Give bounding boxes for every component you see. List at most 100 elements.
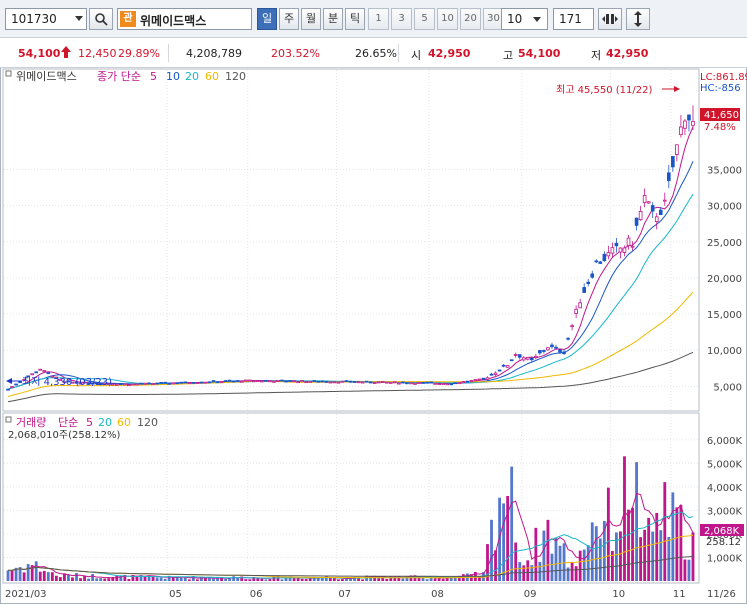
volume-bar [554, 537, 558, 581]
candle-body [687, 114, 691, 121]
volume-bar [449, 577, 453, 581]
bars-count-input[interactable]: 171 [553, 8, 594, 30]
volume-bar [655, 512, 659, 581]
candle-body [66, 380, 71, 383]
candle-body [610, 247, 615, 254]
last-volume-tag-text: 2,068K [704, 526, 740, 537]
volume-bar [308, 577, 312, 581]
candle-body [493, 372, 498, 376]
period-tab-4[interactable]: 틱 [345, 8, 365, 30]
candle-body [586, 281, 591, 284]
volume-bar [123, 574, 127, 581]
candle-body [582, 287, 587, 293]
hc-label: HC:-856 [700, 83, 741, 94]
compress-button[interactable] [598, 8, 622, 30]
volume-bar [147, 575, 151, 581]
volume-bar [195, 579, 199, 581]
volume-bar [320, 577, 324, 581]
volume-bar [316, 577, 320, 581]
candle-body [489, 373, 494, 376]
candle-body [70, 381, 75, 384]
candle-body [235, 380, 240, 382]
candle-body [368, 381, 373, 384]
volume-bar [675, 507, 679, 581]
candle-body [324, 380, 329, 383]
price-chart[interactable]: 35,000 30,000 25,000 20,000 15,000 10,000 5,00… [0, 68, 747, 604]
candle-body [86, 382, 91, 385]
interval-button-10[interactable]: 10 [437, 8, 458, 30]
count-select[interactable]: 10 [501, 8, 548, 30]
volume-bar [586, 545, 590, 581]
volume-ma-120-line [7, 555, 694, 577]
candle-body [425, 381, 429, 384]
candle-body [304, 381, 308, 384]
price-legend: 위메이드맥스 종가 단순 5 10 20 60 120 [5, 70, 246, 83]
period-tab-0[interactable]: 일 [257, 8, 277, 30]
volume-ratio-tag: 258.12 [706, 537, 741, 548]
candle-body [654, 216, 659, 223]
interval-button-5[interactable]: 5 [414, 8, 435, 30]
volume-bar [14, 567, 18, 581]
volume-bar [490, 519, 493, 581]
lc-label: LC:861.89 [700, 72, 747, 83]
volume-bar [155, 577, 159, 581]
candle-body [227, 379, 232, 382]
last-price-tag-text: 41,650 [704, 110, 739, 121]
volume-bar [95, 578, 99, 581]
volume-bar [71, 577, 74, 581]
price-panel[interactable] [2, 68, 700, 412]
volume-bar [99, 578, 103, 581]
candle-body [554, 346, 558, 349]
x-axis-label: 11/26 [707, 589, 736, 600]
candle-body [473, 379, 478, 381]
volume-bar [647, 517, 651, 581]
period-tab-1[interactable]: 주 [279, 8, 299, 30]
search-button[interactable] [89, 8, 113, 30]
candle-body [328, 381, 333, 384]
candle-body [288, 380, 292, 382]
vertical-scale-button[interactable] [626, 8, 650, 30]
candle-body [211, 380, 216, 383]
volume-legend-type: 단순 [58, 416, 78, 429]
candle-body [195, 382, 200, 384]
volume-bar [332, 578, 336, 581]
candle-body [344, 380, 349, 383]
volume-ratio: 203.52% [271, 47, 320, 60]
volume-bar [288, 576, 292, 581]
stock-name-field[interactable]: 관 위메이드맥스 [117, 8, 252, 30]
stock-code-input[interactable]: 101730 [5, 8, 87, 30]
candle-body [465, 380, 470, 383]
volume-bar [200, 577, 203, 581]
volume-y-tick: 1,000K [707, 553, 743, 564]
period-tab-2[interactable]: 월 [301, 8, 321, 30]
interval-button-3[interactable]: 3 [391, 8, 412, 30]
candle-body [650, 205, 655, 212]
volume-bar [345, 578, 348, 581]
candle-body [614, 242, 619, 247]
candle-body [521, 357, 526, 361]
candle-body [135, 383, 139, 386]
candle-body [34, 371, 39, 374]
volume-bar [107, 578, 111, 581]
volume-bar [167, 575, 171, 581]
volume-bar [441, 579, 445, 581]
stock-code-value: 101730 [11, 12, 57, 26]
last-price-tag [700, 108, 740, 121]
volume-bar [429, 577, 433, 581]
volume-bar [236, 577, 240, 581]
chevron-down-icon[interactable] [75, 16, 83, 21]
volume-bar [570, 561, 574, 581]
candle-body [26, 375, 30, 378]
volume-bar [417, 577, 421, 581]
interval-button-1[interactable]: 1 [368, 8, 389, 30]
low-label: 저 [591, 49, 602, 62]
volume-bar [204, 577, 207, 581]
volume-bar [506, 495, 510, 581]
period-tab-3[interactable]: 분 [323, 8, 343, 30]
candle-body [574, 308, 578, 314]
candle-body [658, 209, 663, 216]
volume-bar [361, 579, 364, 581]
volume-bar [546, 519, 550, 581]
interval-button-20[interactable]: 20 [460, 8, 481, 30]
chart-area[interactable]: 35,000 30,000 25,000 20,000 15,000 10,000 5,00… [0, 68, 747, 604]
